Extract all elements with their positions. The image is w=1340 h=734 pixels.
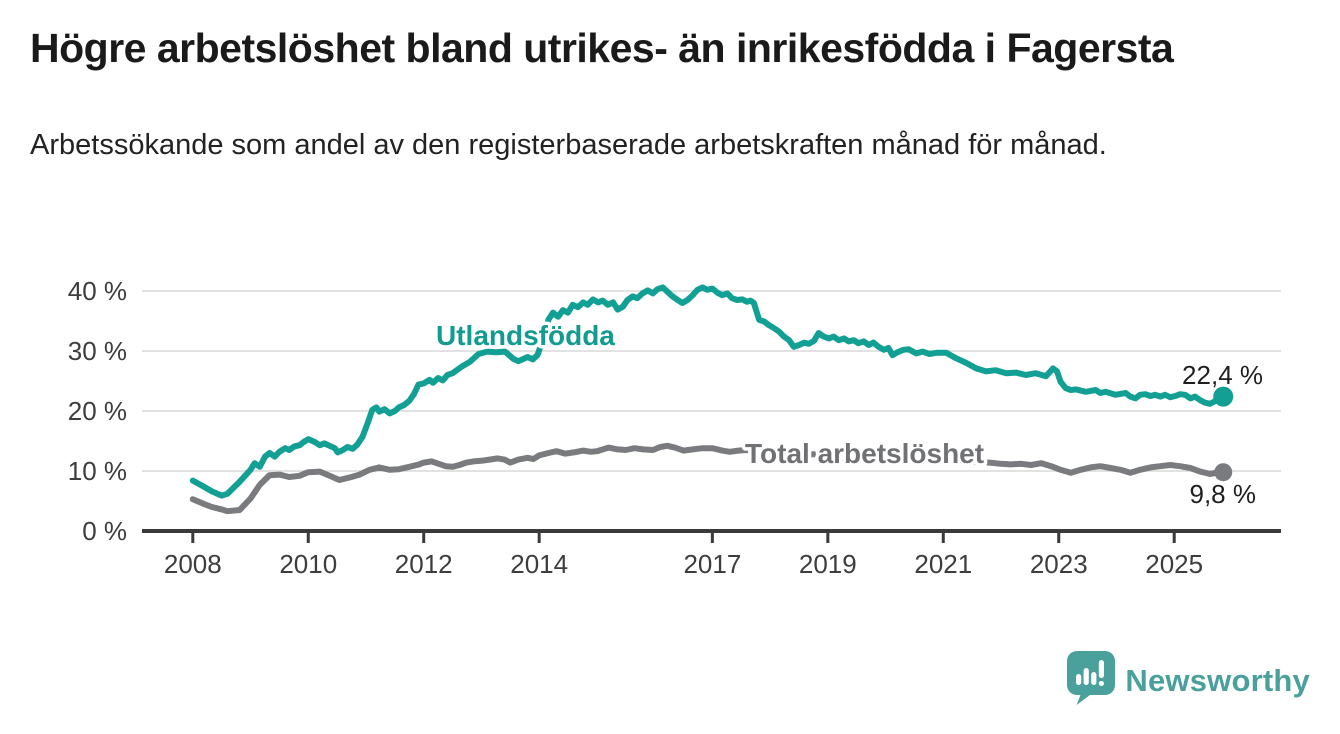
x-axis-tick-label: 2008 <box>164 549 222 579</box>
end-value-label-total-arbetsloshet: 9,8 % <box>1190 479 1257 509</box>
newsworthy-logo-icon <box>1067 651 1116 710</box>
chart-subtitle: Arbetssökande som andel av den registerb… <box>30 129 1107 161</box>
exclamation-bar <box>1099 660 1105 678</box>
x-axis-tick-label: 2021 <box>914 549 972 579</box>
y-axis-tick-label: 20 % <box>68 396 127 426</box>
series-line-total-arbetsloshet <box>189 442 1223 515</box>
exclamation-dot <box>1099 681 1105 686</box>
x-axis-tick-label: 2010 <box>279 549 337 579</box>
x-axis-tick-label: 2017 <box>683 549 741 579</box>
end-value-label-utlandsfodda: 22,4 % <box>1182 360 1263 390</box>
bar-chart-glyph <box>1076 660 1105 686</box>
end-dot-utlandsfodda <box>1213 386 1234 407</box>
series-line-utlandsfodda <box>189 284 1223 499</box>
x-axis-tick-label: 2019 <box>799 549 857 579</box>
x-axis-tick-label: 2023 <box>1030 549 1088 579</box>
page-title: Högre arbetslöshet bland utrikes- än inr… <box>30 25 1174 71</box>
x-axis-tick-label: 2014 <box>510 549 568 579</box>
newsworthy-wordmark: Newsworthy <box>1125 662 1310 698</box>
y-axis-tick-label: 30 % <box>68 336 127 366</box>
end-dot-total-arbetsloshet <box>1214 463 1233 482</box>
y-axis-tick-label: 40 % <box>68 276 127 306</box>
newsworthy-brand: Newsworthy <box>1067 651 1310 710</box>
x-axis-tick-label: 2012 <box>395 549 453 579</box>
series-label-utlandsfodda: Utlandsfödda <box>436 320 615 351</box>
x-axis-tick-label: 2025 <box>1145 549 1203 579</box>
series-label-total-arbetsloshet: Total arbetslöshet <box>745 438 984 469</box>
speech-bubble-shape <box>1067 651 1116 705</box>
y-axis-tick-label: 10 % <box>68 456 127 486</box>
y-axis-tick-label: 0 % <box>82 516 127 546</box>
